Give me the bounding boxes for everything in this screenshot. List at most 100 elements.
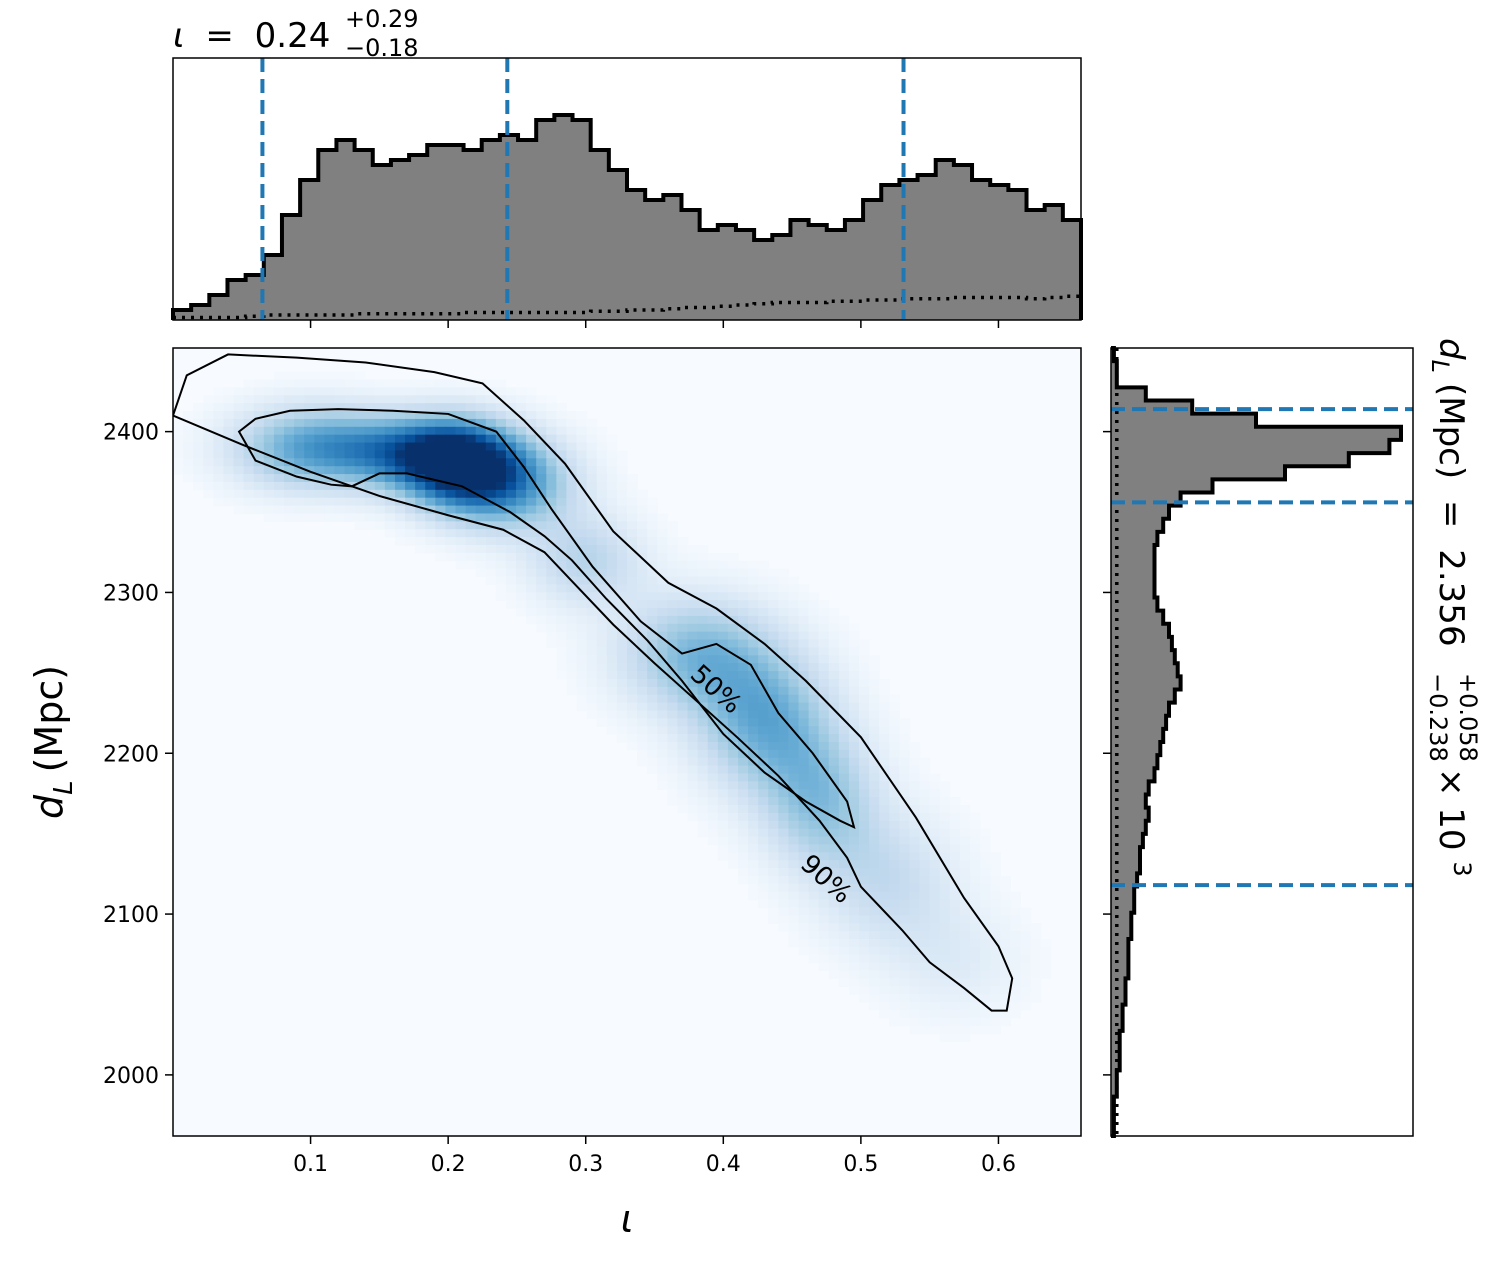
heatmap-cell bbox=[344, 450, 356, 459]
heatmap-cell bbox=[415, 497, 426, 507]
heatmap-cell bbox=[263, 434, 275, 444]
heatmap-cell bbox=[384, 513, 396, 522]
heatmap-cell bbox=[717, 781, 729, 790]
heatmap-cell bbox=[949, 962, 961, 972]
heatmap-cell bbox=[899, 836, 911, 846]
heatmap-cell bbox=[828, 931, 840, 940]
heatmap-cell bbox=[566, 418, 578, 428]
heatmap-cell bbox=[798, 734, 810, 743]
heatmap-cell bbox=[283, 403, 295, 412]
heatmap-cell bbox=[808, 631, 820, 641]
heatmap-cell bbox=[828, 663, 840, 672]
heatmap-cell bbox=[707, 576, 719, 585]
heatmap-cell bbox=[748, 718, 759, 727]
heatmap-cell bbox=[344, 371, 356, 381]
heatmap-cell bbox=[727, 663, 739, 672]
heatmap-cell bbox=[798, 868, 810, 877]
heatmap-cell bbox=[848, 939, 860, 948]
heatmap-cell bbox=[1020, 915, 1032, 924]
heatmap-cell bbox=[304, 481, 315, 491]
heatmap-cell bbox=[667, 734, 679, 743]
heatmap-cell bbox=[838, 757, 850, 767]
heatmap-cell bbox=[657, 529, 668, 538]
heatmap-cell bbox=[949, 852, 961, 861]
heatmap-cell bbox=[717, 639, 729, 649]
heatmap-cell bbox=[959, 970, 971, 979]
heatmap-cell bbox=[324, 505, 336, 515]
heatmap-cell bbox=[818, 797, 830, 806]
heatmap-cell bbox=[253, 434, 265, 444]
heatmap-cell bbox=[606, 466, 618, 475]
heatmap-cell bbox=[283, 426, 295, 436]
heatmap-cell bbox=[778, 615, 790, 625]
heatmap-cell bbox=[606, 513, 618, 522]
heatmap-cell bbox=[748, 891, 759, 901]
heatmap-cell bbox=[516, 474, 527, 483]
heatmap-cell bbox=[364, 387, 376, 396]
heatmap-cell bbox=[848, 671, 860, 680]
heatmap-cell bbox=[495, 411, 507, 420]
heatmap-cell bbox=[949, 1017, 961, 1027]
heatmap-cell bbox=[606, 481, 618, 491]
heatmap-cell bbox=[516, 442, 527, 452]
heatmap-cell bbox=[677, 537, 689, 546]
heatmap-cell bbox=[536, 411, 547, 420]
heatmap-cell bbox=[516, 545, 527, 554]
heatmap-cell bbox=[939, 994, 951, 1003]
heatmap-cell bbox=[677, 608, 689, 617]
heatmap-cell bbox=[384, 474, 396, 483]
heatmap-cell bbox=[748, 671, 759, 680]
heatmap-cell bbox=[758, 600, 769, 609]
heatmap-cell bbox=[586, 466, 598, 475]
heatmap-cell bbox=[233, 403, 245, 412]
heatmap-cell bbox=[203, 411, 214, 420]
heatmap-cell bbox=[203, 481, 214, 491]
heatmap-cell bbox=[1000, 994, 1011, 1003]
heatmap-cell bbox=[505, 481, 517, 491]
heatmap-cell bbox=[566, 426, 578, 436]
heatmap-cell bbox=[758, 883, 769, 893]
heatmap-cell bbox=[980, 836, 991, 846]
heatmap-cell bbox=[465, 529, 477, 538]
heatmap-cell bbox=[1040, 970, 1052, 979]
heatmap-cell bbox=[808, 655, 820, 664]
heatmap-cell bbox=[556, 647, 568, 656]
heatmap-cell bbox=[919, 765, 931, 775]
heatmap-cell bbox=[586, 671, 598, 680]
heatmap-cell bbox=[455, 474, 467, 483]
heatmap-cell bbox=[193, 418, 204, 428]
right-title-upper: +0.058 bbox=[1454, 673, 1482, 762]
heatmap-cell bbox=[344, 505, 356, 515]
heatmap-cell bbox=[394, 529, 406, 538]
heatmap-cell bbox=[596, 718, 608, 727]
heatmap-cell bbox=[637, 742, 648, 751]
heatmap-cell bbox=[576, 552, 588, 562]
heatmap-cell bbox=[273, 450, 285, 459]
heatmap-cell bbox=[203, 403, 214, 412]
heatmap-cell bbox=[818, 686, 830, 696]
heatmap-cell bbox=[616, 568, 628, 578]
heatmap-cell bbox=[596, 678, 608, 688]
heatmap-cell bbox=[1020, 994, 1032, 1003]
heatmap-cell bbox=[455, 552, 467, 562]
heatmap-cell bbox=[748, 789, 759, 798]
heatmap-cell bbox=[546, 395, 557, 404]
heatmap-cell bbox=[889, 844, 900, 853]
heatmap-cell bbox=[647, 742, 658, 751]
heatmap-cell bbox=[778, 647, 790, 656]
heatmap-cell bbox=[495, 450, 507, 459]
heatmap-cell bbox=[717, 686, 729, 696]
heatmap-cell bbox=[637, 710, 648, 719]
heatmap-cell bbox=[697, 694, 709, 704]
heatmap-cell bbox=[959, 946, 971, 956]
heatmap-cell bbox=[949, 954, 961, 964]
heatmap-cell bbox=[536, 395, 547, 404]
heatmap-cell bbox=[435, 418, 446, 428]
heatmap-cell bbox=[213, 458, 225, 467]
heatmap-cell bbox=[687, 781, 699, 790]
heatmap-cell bbox=[596, 537, 608, 546]
heatmap-cell bbox=[566, 655, 578, 664]
heatmap-cell bbox=[384, 505, 396, 515]
heatmap-cell bbox=[273, 513, 285, 522]
heatmap-cell bbox=[546, 450, 557, 459]
